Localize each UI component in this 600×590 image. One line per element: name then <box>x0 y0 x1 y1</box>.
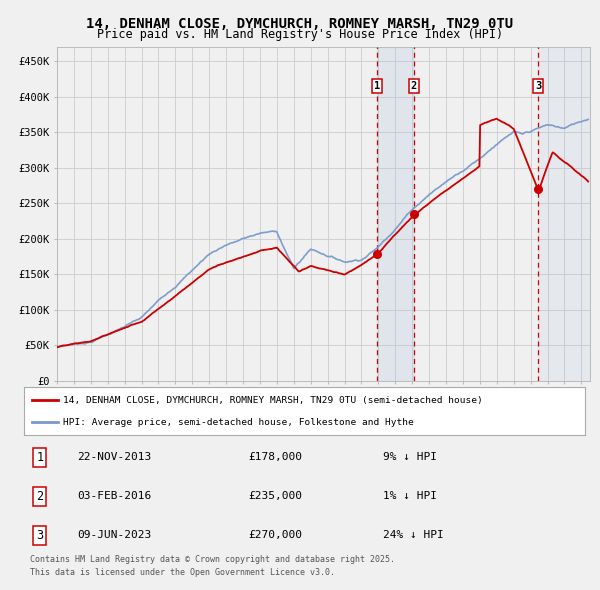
Text: 3: 3 <box>36 529 43 542</box>
Text: 1% ↓ HPI: 1% ↓ HPI <box>383 491 437 501</box>
Text: 3: 3 <box>535 81 541 91</box>
Text: 14, DENHAM CLOSE, DYMCHURCH, ROMNEY MARSH, TN29 0TU (semi-detached house): 14, DENHAM CLOSE, DYMCHURCH, ROMNEY MARS… <box>63 396 483 405</box>
Bar <box>538 47 590 381</box>
Text: £178,000: £178,000 <box>248 453 302 462</box>
Bar <box>377 47 413 381</box>
Text: HPI: Average price, semi-detached house, Folkestone and Hythe: HPI: Average price, semi-detached house,… <box>63 418 414 427</box>
Bar <box>538 47 590 381</box>
Text: This data is licensed under the Open Government Licence v3.0.: This data is licensed under the Open Gov… <box>30 568 335 577</box>
Text: 03-FEB-2016: 03-FEB-2016 <box>77 491 152 501</box>
Text: 24% ↓ HPI: 24% ↓ HPI <box>383 530 444 540</box>
Text: 2: 2 <box>36 490 43 503</box>
Text: £235,000: £235,000 <box>248 491 302 501</box>
Text: 2: 2 <box>410 81 416 91</box>
Text: 22-NOV-2013: 22-NOV-2013 <box>77 453 152 462</box>
Text: 1: 1 <box>374 81 380 91</box>
Text: 09-JUN-2023: 09-JUN-2023 <box>77 530 152 540</box>
Text: 9% ↓ HPI: 9% ↓ HPI <box>383 453 437 462</box>
Text: Price paid vs. HM Land Registry's House Price Index (HPI): Price paid vs. HM Land Registry's House … <box>97 28 503 41</box>
Text: Contains HM Land Registry data © Crown copyright and database right 2025.: Contains HM Land Registry data © Crown c… <box>30 555 395 564</box>
Text: £270,000: £270,000 <box>248 530 302 540</box>
Text: 14, DENHAM CLOSE, DYMCHURCH, ROMNEY MARSH, TN29 0TU: 14, DENHAM CLOSE, DYMCHURCH, ROMNEY MARS… <box>86 17 514 31</box>
Text: 1: 1 <box>36 451 43 464</box>
